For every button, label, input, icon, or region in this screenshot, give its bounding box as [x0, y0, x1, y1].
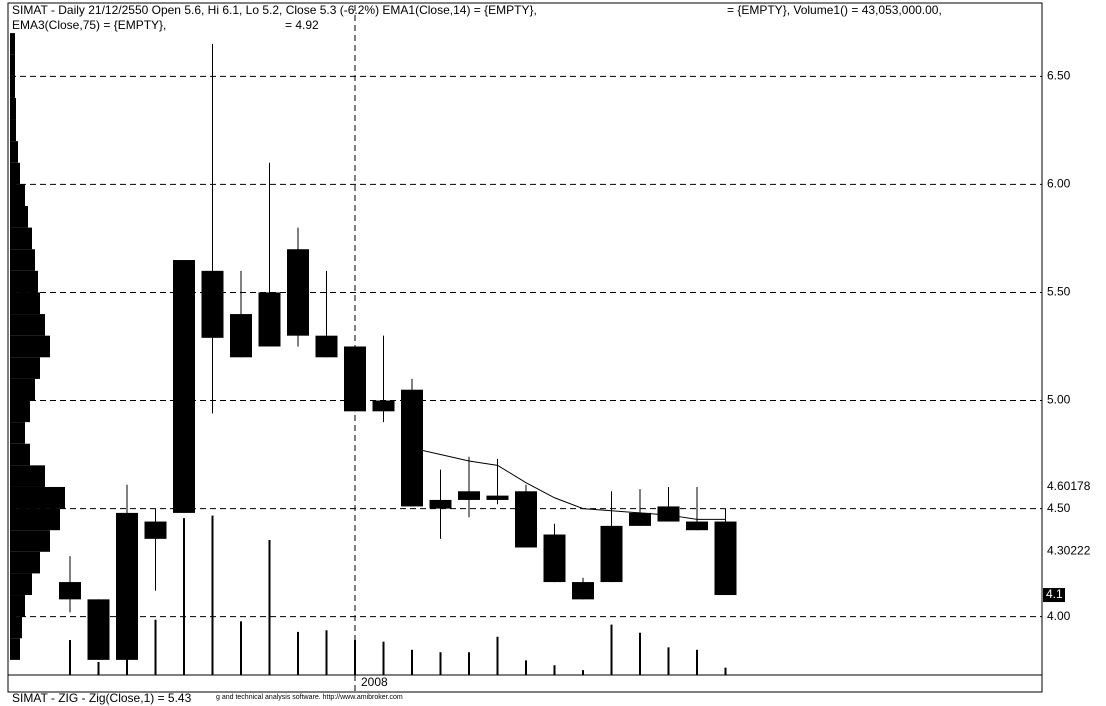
y-tick-label: 5.50	[1047, 285, 1071, 299]
profile-bar	[10, 270, 38, 293]
candle-body	[629, 512, 651, 526]
candle-body	[59, 582, 81, 600]
candle-body	[87, 599, 110, 660]
profile-bar	[10, 335, 50, 358]
profile-bar	[10, 54, 15, 77]
profile-bar	[10, 227, 32, 250]
header-4: = 4.92	[285, 18, 319, 32]
candle-body	[372, 400, 395, 412]
header-1: SIMAT - Daily 21/12/2550 Open 5.6, Hi 6.…	[12, 3, 537, 17]
candle-body	[201, 270, 224, 338]
profile-bar	[10, 357, 40, 379]
profile-bar	[10, 97, 16, 120]
profile-bar	[10, 400, 30, 423]
profile-bar	[10, 422, 25, 444]
profile-bar	[10, 76, 15, 98]
profile-bar	[10, 162, 20, 185]
profile-bar	[10, 508, 60, 531]
y-tick-label: 4.00	[1047, 609, 1071, 623]
profile-bar	[10, 638, 20, 660]
candle-body	[572, 582, 594, 600]
y-tick-label: 6.00	[1047, 177, 1071, 191]
candle-body	[287, 249, 309, 336]
candle-body	[429, 499, 452, 509]
profile-bar	[10, 443, 30, 466]
footer-note: g and technical analysis software. http:…	[216, 694, 403, 701]
profile-bar	[10, 530, 50, 552]
y-tick-label: 6.50	[1047, 68, 1071, 82]
profile-bar	[10, 249, 35, 271]
candle-body	[173, 260, 195, 513]
y-tick-label: 5.00	[1047, 393, 1071, 407]
profile-bar	[10, 206, 28, 228]
candle-body	[515, 491, 537, 548]
profile-bar	[10, 486, 65, 509]
ema-line	[411, 447, 726, 520]
profile-bar	[10, 551, 40, 574]
x-tick-label: 2008	[361, 675, 388, 689]
profile-bar	[10, 314, 45, 336]
candle-body	[657, 506, 680, 522]
profile-bar	[10, 595, 25, 617]
candle-body	[486, 495, 509, 500]
candle-body	[258, 292, 281, 347]
candle-body	[315, 335, 338, 358]
plot-frame	[7, 2, 1043, 693]
profile-bar	[10, 141, 18, 163]
last-label: 4.1	[1046, 587, 1063, 601]
profile-bar	[10, 292, 40, 315]
last-label-box	[1043, 588, 1065, 603]
profile-bar	[10, 119, 16, 142]
header-3: EMA3(Close,75) = {EMPTY},	[12, 18, 166, 32]
candle-body	[230, 314, 252, 358]
profile-bar	[10, 184, 25, 206]
profile-bar	[10, 378, 35, 401]
level-label: 4.30222	[1047, 543, 1091, 557]
profile-bar	[10, 616, 22, 639]
y-tick-label: 4.50	[1047, 501, 1071, 515]
candle-body	[686, 521, 708, 531]
profile-bar	[10, 33, 15, 55]
candle-body	[600, 525, 623, 583]
footer: SIMAT - ZIG - Zig(Close,1) = 5.43	[12, 691, 192, 705]
candle-body	[714, 521, 737, 596]
profile-bar	[10, 465, 45, 487]
candle-body	[116, 512, 138, 660]
level-label: 4.60178	[1047, 479, 1091, 493]
header-2: = {EMPTY}, Volume1() = 43,053,000.00,	[727, 3, 942, 17]
candle-body	[144, 521, 167, 539]
profile-bar	[10, 573, 32, 596]
candle-body	[458, 491, 480, 500]
candle-body	[344, 346, 366, 412]
candle-body	[543, 534, 566, 583]
